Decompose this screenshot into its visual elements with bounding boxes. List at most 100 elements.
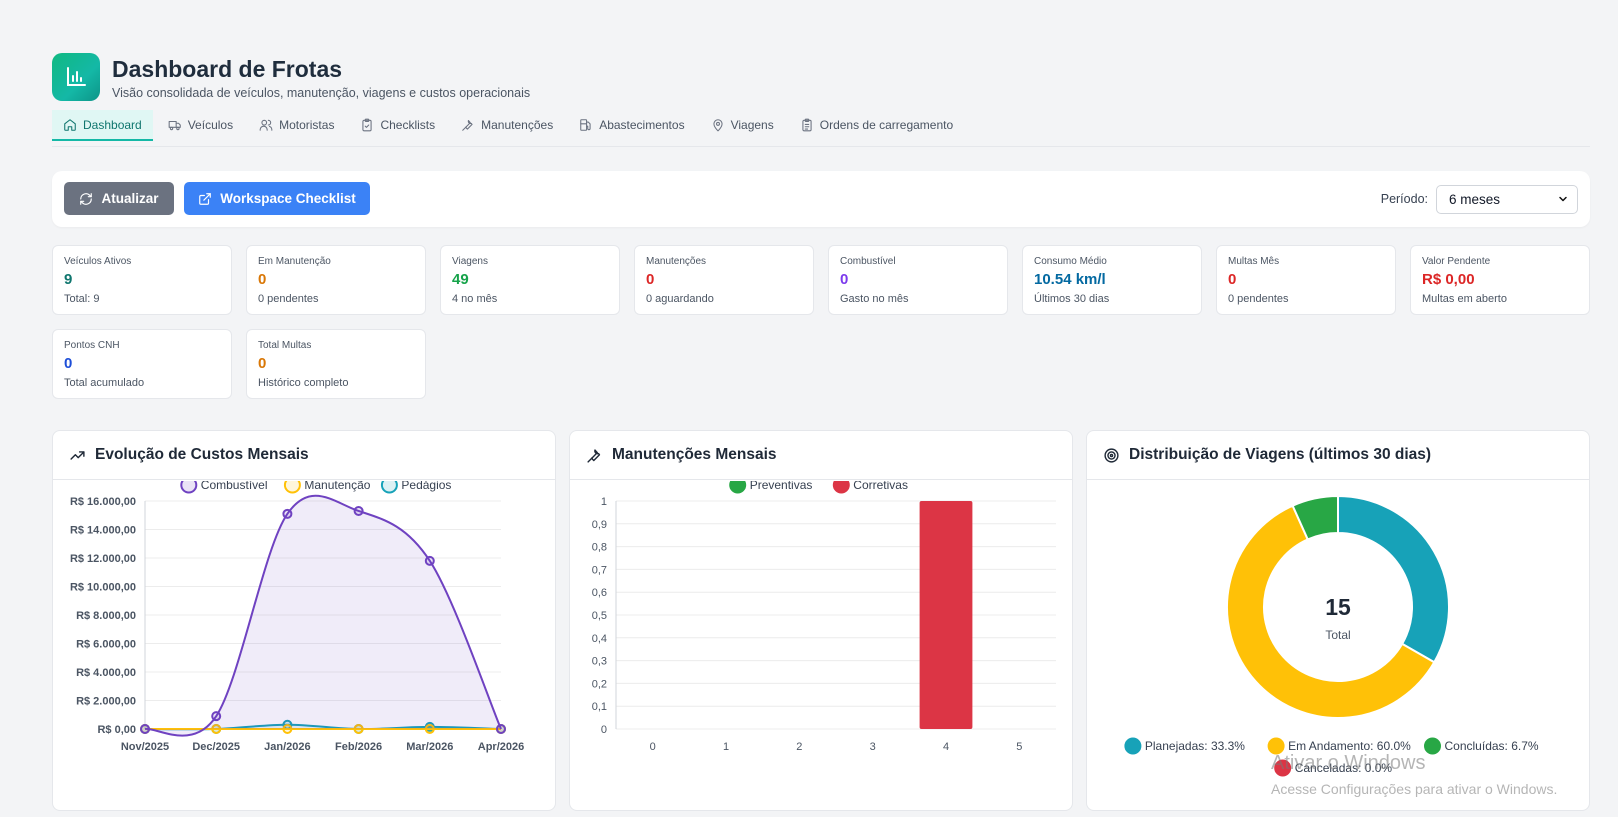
tab-label: Motoristas [279,118,335,132]
legend-label: Concluídas: 6.7% [1445,739,1539,753]
y-tick-label: R$ 4.000,00 [76,667,136,679]
kpi-value: 0 [840,271,849,288]
y-tick-label: R$ 10.000,00 [70,582,136,594]
truck-icon [168,120,181,131]
tab-manutencoes[interactable]: Manutenções [450,110,564,140]
kpi-card: Consumo Médio 10.54 km/l Últimos 30 dias [1022,245,1202,315]
legend-label: Pedágios [401,481,451,492]
x-tick-label: 1 [723,741,729,753]
x-tick-label: Jan/2026 [264,741,310,753]
kpi-card: Veículos Ativos 9 Total: 9 [52,245,232,315]
map-pin-icon [712,119,723,132]
costs-area-chart: Combustível Manutenção Pedágios R$ 0,00 R$ 2… [70,481,524,753]
y-tick-label: 0,4 [592,633,607,645]
x-tick-label: 5 [1016,741,1022,753]
series-area [145,495,501,736]
page-title: Dashboard de Frotas [112,55,343,82]
panel-title: Distribuição de Viagens (últimos 30 dias… [1129,446,1432,463]
tab-label: Ordens de carregamento [819,118,954,132]
kpi-label: Viagens [452,256,488,267]
tab-ordens-carregamento[interactable]: Ordens de carregamento [789,110,964,140]
data-point [424,555,435,566]
tab-abastecimentos[interactable]: Abastecimentos [568,110,695,140]
kpi-sub: Total: 9 [64,293,100,305]
workspace-checklist-button[interactable]: Workspace Checklist [184,182,370,215]
target-icon [1104,447,1119,463]
y-tick-label: R$ 0,00 [97,724,136,736]
kpi-sub: Multas em aberto [1422,293,1507,305]
maintenance-chart-panel: Manutenções Mensais Preventivas Corretiva… [569,430,1073,811]
data-point [282,508,293,519]
pie-slice-concluídas [1291,494,1339,541]
pie-slice-em-andamento [1226,504,1436,719]
legend-swatch [1124,737,1142,755]
kpi-label: Multas Mês [1228,256,1280,267]
kpi-sub: Total acumulado [64,377,145,389]
tab-label: Checklists [380,118,436,132]
center-total-value: 15 [1325,594,1351,620]
x-tick-label: Apr/2026 [478,741,524,753]
kpi-sub: 0 pendentes [258,293,319,305]
kpi-value: 0 [1228,271,1237,288]
data-point [353,505,364,516]
costs-chart-panel: Evolução de Custos Mensais Combustível Ma… [52,430,556,811]
kpi-card: Em Manutenção 0 0 pendentes [246,245,426,315]
kpi-value: 10.54 km/l [1034,271,1106,288]
tab-dashboard[interactable]: Dashboard [52,110,153,141]
series-line [144,494,502,737]
data-point [424,724,435,734]
refresh-label: Atualizar [101,191,159,206]
nav-tabs: Dashboard Veículos Motoristas Checklists… [52,110,1590,147]
period-select[interactable]: 6 meses [1436,185,1578,214]
y-tick-label: 0,6 [592,587,607,599]
kpi-sub: 4 no mês [452,293,498,305]
kpi-sub: 0 pendentes [1228,293,1289,305]
y-tick-label: R$ 12.000,00 [70,553,136,565]
kpi-sub: 0 aguardando [646,293,714,305]
refresh-button[interactable]: Atualizar [64,182,174,215]
kpi-sub: Histórico completo [258,377,349,389]
panel-header: Manutenções Mensais [570,431,1072,480]
tab-viagens[interactable]: Viagens [700,110,785,140]
data-point [282,724,293,734]
legend-swatch [729,481,747,494]
tab-checklists[interactable]: Checklists [349,110,446,140]
bar-chart-logo-icon [52,53,100,101]
refresh-icon [80,192,93,205]
tab-motoristas[interactable]: Motoristas [248,110,345,140]
period-value: 6 meses [1449,192,1501,207]
y-tick-label: 0,1 [592,701,607,713]
x-tick-label: Mar/2026 [406,741,453,753]
kpi-value: 49 [452,271,469,288]
page-subtitle: Visão consolidada de veículos, manutençã… [112,85,531,100]
kpi-value: 9 [64,271,73,288]
tab-label: Veículos [187,118,234,132]
y-tick-label: R$ 6.000,00 [76,639,136,651]
legend-swatch [832,481,850,494]
clipboard-list-icon [802,118,812,132]
center-total-label: Total [1325,628,1350,642]
kpi-card: Multas Mês 0 0 pendentes [1216,245,1396,315]
kpi-label: Veículos Ativos [64,256,132,267]
y-tick-label: 0,3 [592,656,607,668]
kpi-sub: Gasto no mês [840,293,909,305]
kpi-label: Consumo Médio [1034,256,1107,267]
trips-chart-panel: Distribuição de Viagens (últimos 30 dias… [1086,430,1590,811]
x-tick-label: Dec/2025 [192,741,240,753]
kpi-card: Viagens 49 4 no mês [440,245,620,315]
kpi-card: Total Multas 0 Histórico completo [246,329,426,399]
x-tick-label: 4 [943,741,949,753]
y-tick-label: R$ 8.000,00 [76,610,136,622]
data-point [496,724,506,734]
legend-swatch [1424,737,1441,755]
legend-label: Manutenção [304,481,370,492]
fuel-icon [580,119,591,131]
period-label: Período: [1380,192,1428,206]
windows-activation-hint: Acesse Configurações para ativar o Windo… [1271,781,1558,797]
maintenance-bar-chart: Preventivas Corretivas 0 0,1 0,2 0,3 0,4 0,5 0,6… [592,481,1056,753]
clipboard-check-icon [362,118,373,132]
panel-header: Distribuição de Viagens (últimos 30 dias… [1087,431,1589,480]
x-tick-label: 2 [796,741,802,753]
legend-swatch [380,481,398,494]
tab-veiculos[interactable]: Veículos [157,110,244,140]
